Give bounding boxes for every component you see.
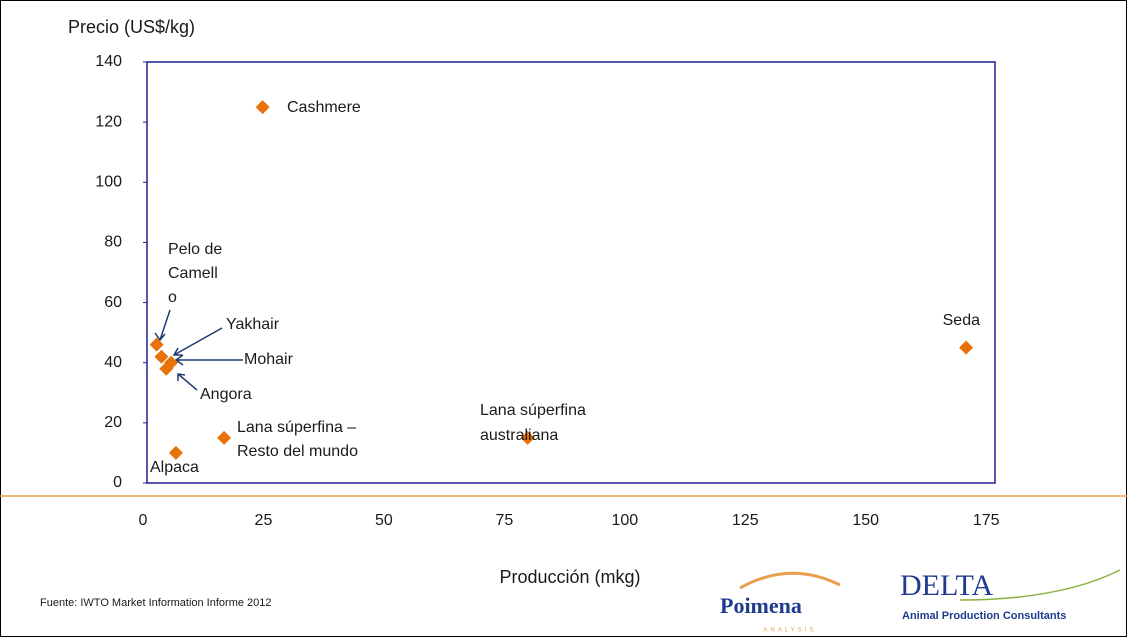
point (217, 430, 232, 445)
point-label: australiana (480, 427, 558, 444)
point-label: Cashmere (287, 99, 361, 116)
x-tick-label: 50 (375, 512, 393, 529)
x-tick-label: 125 (732, 512, 759, 529)
point-label: Alpaca (150, 459, 199, 476)
source: Fuente: IWTO Market Information Informe … (40, 597, 272, 609)
point-label: Mohair (244, 351, 294, 368)
x-axis-label: Producción (mkg) (499, 567, 640, 587)
logo-poimena: Poimena (720, 593, 802, 618)
x-tick-label: 75 (495, 512, 513, 529)
y-tick-label: 120 (95, 113, 122, 130)
arrow (177, 373, 198, 391)
arrows (154, 309, 243, 391)
y-tick-label: 140 (95, 53, 122, 70)
point (168, 445, 183, 460)
x-tick-label: 150 (852, 512, 879, 529)
y-tick-label: 100 (95, 174, 122, 191)
y-tick-label: 40 (104, 354, 122, 371)
x-tick-label: 0 (139, 512, 148, 529)
arrow (154, 309, 171, 342)
point-label: Resto del mundo (237, 443, 358, 460)
y-axis-label: Precio (US$/kg) (68, 17, 195, 37)
point-label: Angora (200, 386, 252, 403)
y-tick-label: 80 (104, 234, 122, 251)
point (959, 340, 974, 355)
arrow (172, 327, 223, 356)
logo-subtitle: Animal Production Consultants (902, 610, 1066, 622)
point-label: Lana súperfina – (237, 419, 356, 436)
logo-curve (959, 569, 1121, 601)
x-tick-label: 100 (611, 512, 638, 529)
logo-swoosh (739, 571, 841, 590)
point (154, 349, 169, 364)
x-tick-label: 175 (973, 512, 1000, 529)
point-label: Lana súperfina (480, 402, 586, 419)
y-tick-label: 0 (113, 474, 122, 491)
point-label: Pelo de (168, 241, 222, 258)
point (149, 337, 164, 352)
point (255, 100, 270, 115)
arrow (174, 354, 243, 366)
point (159, 361, 174, 376)
point-label: Camell (168, 265, 218, 282)
x-tick-label: 25 (255, 512, 273, 529)
logo-analysis: ANALYSIS (764, 628, 817, 634)
point-label: o (168, 289, 177, 306)
point-label: Seda (943, 312, 980, 329)
y-tick-label: 60 (104, 294, 122, 311)
y-tick-label: 20 (104, 414, 122, 431)
plot-area (146, 61, 996, 484)
point (520, 430, 535, 445)
logo-delta: DELTA (900, 569, 993, 602)
point-label: Yakhair (226, 316, 280, 333)
